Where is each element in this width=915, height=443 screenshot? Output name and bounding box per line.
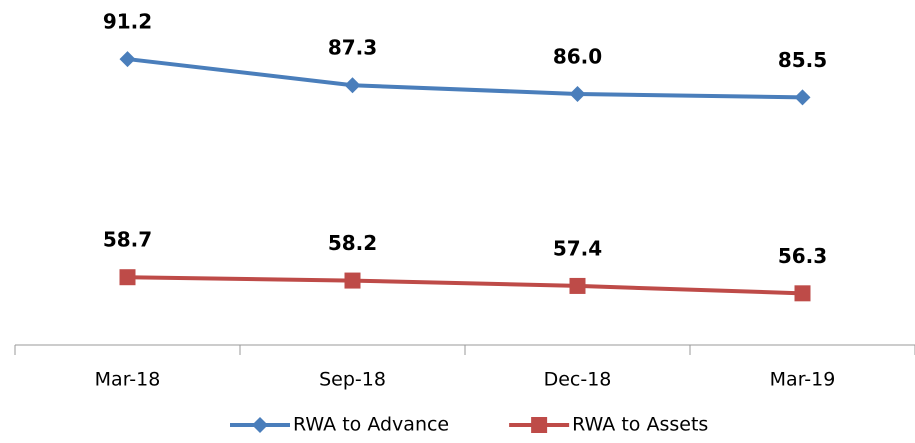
data-point xyxy=(344,77,361,94)
x-tick-label: Dec-18 xyxy=(544,369,612,391)
series-line xyxy=(127,275,803,296)
data-point xyxy=(569,85,586,102)
data-label: 91.2 xyxy=(103,10,152,34)
legend-marker xyxy=(531,417,548,433)
data-point xyxy=(344,272,361,289)
data-point xyxy=(794,285,811,302)
data-label: 86.0 xyxy=(553,44,602,68)
legend-marker xyxy=(252,417,268,433)
data-point xyxy=(119,51,136,68)
data-label: 57.4 xyxy=(553,236,602,260)
x-tick-label: Sep-18 xyxy=(319,369,386,391)
x-tick-label: Mar-19 xyxy=(770,369,836,391)
data-label: 58.2 xyxy=(328,231,377,255)
legend-label: RWA to Assets xyxy=(572,414,708,436)
data-label: 58.7 xyxy=(103,228,152,252)
series-line xyxy=(127,57,803,100)
data-label: 56.3 xyxy=(778,244,827,268)
data-label: 85.5 xyxy=(778,48,827,72)
data-point xyxy=(569,277,586,294)
x-tick-label: Mar-18 xyxy=(95,369,161,391)
legend-label: RWA to Advance xyxy=(293,414,449,436)
data-point xyxy=(119,269,136,286)
data-label: 87.3 xyxy=(328,36,377,60)
data-point xyxy=(794,89,811,106)
